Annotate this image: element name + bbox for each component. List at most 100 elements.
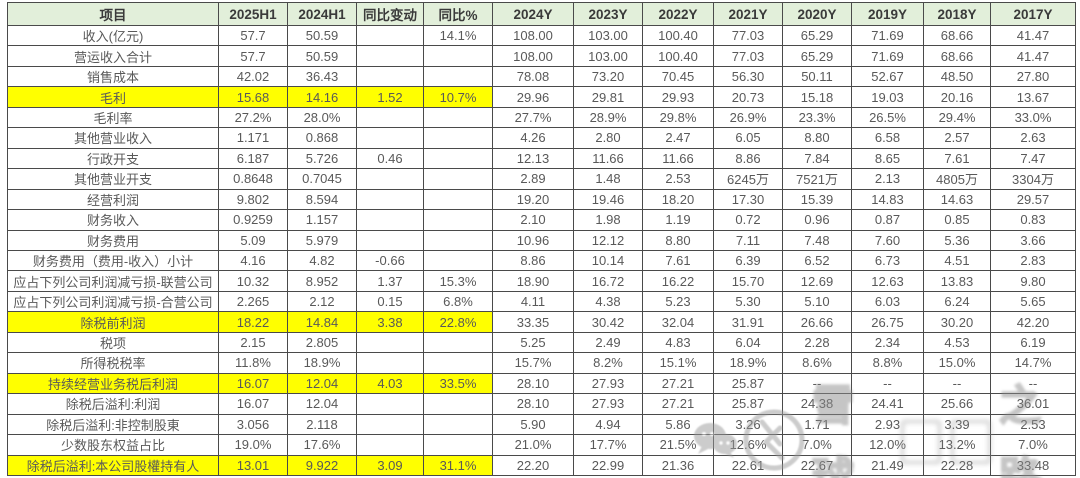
cell: 0.7045 bbox=[287, 168, 357, 190]
table-row: 毛利率 27.2% 28.0% 27.7% 28.9% 29.8% 26.9% 23.3% 26… bbox=[7, 106, 1076, 129]
cell: 7.47 bbox=[990, 147, 1076, 170]
cell: 77.03 bbox=[713, 24, 783, 47]
cell: 19.20 bbox=[492, 188, 574, 211]
cell: 71.69 bbox=[851, 24, 924, 47]
cell bbox=[356, 413, 424, 436]
cell: 2.118 bbox=[287, 413, 357, 436]
cell: 28.0% bbox=[287, 106, 357, 129]
column-header-2: 2024H1 bbox=[287, 2, 357, 26]
column-header-10: 2019Y bbox=[851, 2, 924, 26]
cell: 15.70 bbox=[713, 270, 783, 292]
cell: 11.8% bbox=[218, 352, 288, 374]
cell bbox=[423, 209, 493, 231]
cell bbox=[423, 413, 493, 436]
cell: 22.20 bbox=[492, 454, 574, 477]
column-header-5: 2024Y bbox=[492, 2, 574, 26]
cell: 2.53 bbox=[642, 168, 714, 190]
table-row: 除税后溢利:非控制股東 3.056 2.118 5.90 4.94 5.86 3.26 1.7… bbox=[7, 413, 1076, 436]
column-header-11: 2018Y bbox=[923, 2, 991, 26]
cell bbox=[423, 352, 493, 374]
cell: 29.57 bbox=[990, 188, 1076, 211]
cell: 6.52 bbox=[782, 249, 852, 272]
table-row: 少数股东权益占比 19.0% 17.6% 21.0% 17.7% 21.5% 12.6% 7.… bbox=[7, 434, 1076, 456]
cell: 1.48 bbox=[573, 168, 643, 190]
cell bbox=[423, 229, 493, 251]
cell: 2.57 bbox=[923, 127, 991, 149]
cell: 5.23 bbox=[642, 290, 714, 313]
cell: 12.0% bbox=[851, 434, 924, 456]
cell bbox=[423, 168, 493, 190]
cell: 2.10 bbox=[492, 209, 574, 231]
column-header-1: 2025H1 bbox=[218, 2, 288, 26]
row-label: 应占下列公司利润减亏损-合营公司 bbox=[7, 290, 219, 313]
row-label: 财务费用（费用-收入）小计 bbox=[7, 249, 219, 272]
cell: 22.28 bbox=[923, 454, 991, 477]
cell: 9.802 bbox=[218, 188, 288, 211]
cell: 31.1% bbox=[423, 454, 493, 477]
table-row: 营运收入合计 57.7 50.59 108.00 103.00 100.40 77.03 65… bbox=[7, 45, 1076, 67]
cell bbox=[423, 434, 493, 456]
cell: 29.81 bbox=[573, 86, 643, 108]
row-label: 毛利 bbox=[7, 86, 219, 108]
cell: 16.07 bbox=[218, 372, 288, 395]
cell: 10.32 bbox=[218, 270, 288, 292]
cell: 12.13 bbox=[492, 147, 574, 170]
cell: 0.85 bbox=[923, 209, 991, 231]
cell: 7.84 bbox=[782, 147, 852, 170]
cell: 29.96 bbox=[492, 86, 574, 108]
cell: 6.187 bbox=[218, 147, 288, 170]
cell: 31.91 bbox=[713, 311, 783, 333]
cell: 5.10 bbox=[782, 290, 852, 313]
row-label: 除税后溢利:非控制股東 bbox=[7, 413, 219, 436]
cell: 2.47 bbox=[642, 127, 714, 149]
table-row: 经营利润 9.802 8.594 19.20 19.46 18.20 17.30 15.39 1… bbox=[7, 188, 1076, 211]
cell: 10.7% bbox=[423, 86, 493, 108]
cell: 52.67 bbox=[851, 65, 924, 88]
cell: 2.93 bbox=[851, 413, 924, 436]
cell: 12.6% bbox=[713, 434, 783, 456]
cell: 18.22 bbox=[218, 311, 288, 333]
cell: 1.37 bbox=[356, 270, 424, 292]
cell: 13.67 bbox=[990, 86, 1076, 108]
cell: 2.63 bbox=[990, 127, 1076, 149]
table-row: 财务收入 0.9259 1.157 2.10 1.98 1.19 0.72 0.96 0.87 0… bbox=[7, 209, 1076, 231]
cell: 12.04 bbox=[287, 393, 357, 415]
table-body: 收入(亿元) 57.7 50.59 14.1% 108.00 103.00 100.40 77… bbox=[7, 24, 1076, 477]
cell: 108.00 bbox=[492, 24, 574, 47]
cell: 0.83 bbox=[990, 209, 1076, 231]
cell: 28.10 bbox=[492, 393, 574, 415]
cell: 8.6% bbox=[782, 352, 852, 374]
cell: 50.59 bbox=[287, 24, 357, 47]
cell: 9.80 bbox=[990, 270, 1076, 292]
cell: 27.21 bbox=[642, 393, 714, 415]
cell: 26.5% bbox=[851, 106, 924, 129]
cell: 0.15 bbox=[356, 290, 424, 313]
cell: 2.15 bbox=[218, 331, 288, 354]
cell: 42.20 bbox=[990, 311, 1076, 333]
cell: 2.12 bbox=[287, 290, 357, 313]
cell: 22.61 bbox=[713, 454, 783, 477]
cell: 21.5% bbox=[642, 434, 714, 456]
cell: 25.66 bbox=[923, 393, 991, 415]
cell: 3.09 bbox=[356, 454, 424, 477]
cell: 12.12 bbox=[573, 229, 643, 251]
table-row: 毛利 15.68 14.16 1.52 10.7% 29.96 29.81 29.93 20.7… bbox=[7, 86, 1076, 108]
cell: 36.43 bbox=[287, 65, 357, 88]
cell: 6.04 bbox=[713, 331, 783, 354]
table-row: 财务费用（费用-收入）小计 4.16 4.82 -0.66 8.86 10.14 7.61 6… bbox=[7, 249, 1076, 272]
cell: 24.41 bbox=[851, 393, 924, 415]
cell: 0.46 bbox=[356, 147, 424, 170]
cell bbox=[356, 24, 424, 47]
cell: 7.0% bbox=[782, 434, 852, 456]
cell: -- bbox=[990, 372, 1076, 395]
cell: 15.18 bbox=[782, 86, 852, 108]
cell: 4.16 bbox=[218, 249, 288, 272]
cell: 7.61 bbox=[642, 249, 714, 272]
table-row: 其他营业开支 0.8648 0.7045 2.89 1.48 2.53 6245万 7521万… bbox=[7, 168, 1076, 190]
cell: 5.90 bbox=[492, 413, 574, 436]
cell bbox=[356, 65, 424, 88]
cell: 27.80 bbox=[990, 65, 1076, 88]
cell bbox=[423, 65, 493, 88]
cell bbox=[423, 393, 493, 415]
cell: 28.10 bbox=[492, 372, 574, 395]
